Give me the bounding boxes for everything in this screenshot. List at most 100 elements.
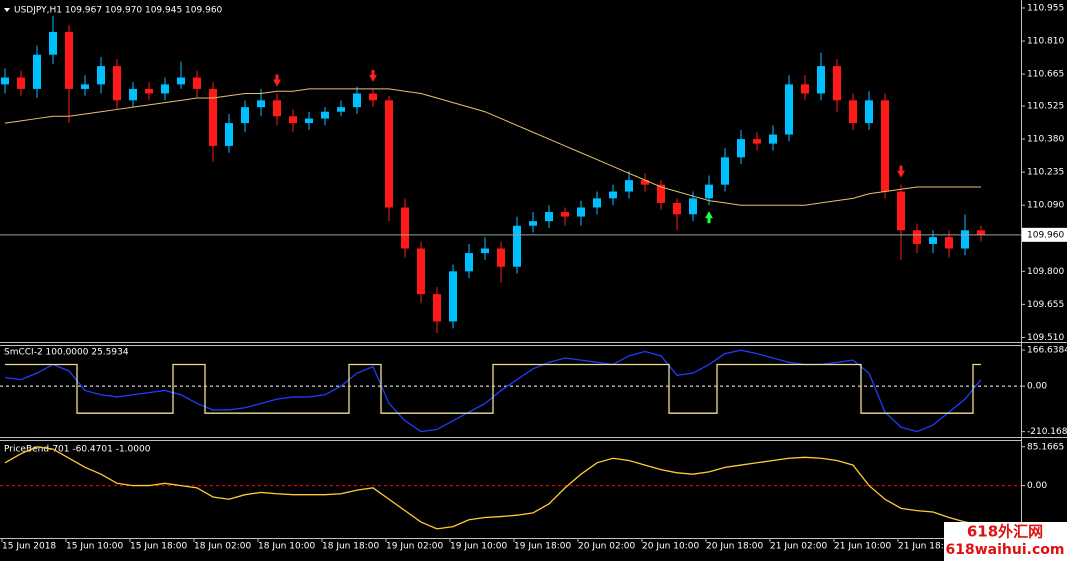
candle-body bbox=[481, 248, 489, 254]
watermark-name: 618外汇网 bbox=[967, 523, 1043, 541]
last-price-label: 109.960 bbox=[1027, 230, 1064, 240]
candle-body bbox=[81, 84, 89, 89]
candle-body bbox=[257, 100, 265, 108]
candle-body bbox=[465, 253, 473, 272]
candle-body bbox=[881, 100, 889, 192]
candle-body bbox=[577, 207, 585, 217]
candle-body bbox=[353, 93, 361, 108]
candle-body bbox=[513, 225, 521, 267]
x-tick-label: 21 Jun 18:00 bbox=[898, 542, 955, 552]
indicator-line bbox=[5, 363, 981, 414]
candle-body bbox=[1, 77, 9, 85]
x-tick-label: 18 Jun 02:00 bbox=[194, 542, 251, 552]
candle-body bbox=[705, 184, 713, 199]
candle-body bbox=[97, 66, 105, 85]
candle-body bbox=[145, 88, 153, 94]
candle-body bbox=[385, 100, 393, 208]
candle-body bbox=[497, 248, 505, 267]
candle-body bbox=[241, 107, 249, 124]
candle-body bbox=[785, 84, 793, 135]
candle-body bbox=[641, 180, 649, 185]
y-tick-label: 109.800 bbox=[1027, 267, 1064, 277]
signal-arrow bbox=[273, 74, 281, 87]
y-tick-label: 0.00 bbox=[1027, 481, 1047, 491]
candle-body bbox=[433, 294, 441, 322]
candle-body bbox=[161, 84, 169, 94]
signal-arrow bbox=[897, 165, 905, 178]
candle-body bbox=[929, 237, 937, 244]
candle-body bbox=[289, 116, 297, 124]
moving-average bbox=[4, 88, 981, 206]
candle-body bbox=[401, 207, 409, 249]
candle-body bbox=[945, 237, 953, 249]
y-tick-label: 85.1665 bbox=[1027, 442, 1064, 452]
watermark-url: 618waihui.com bbox=[946, 542, 1065, 558]
candle-body bbox=[17, 77, 25, 89]
candle-body bbox=[305, 118, 313, 124]
x-tick-label: 18 Jun 10:00 bbox=[258, 542, 315, 552]
candle-body bbox=[673, 202, 681, 215]
candle-body bbox=[801, 84, 809, 94]
candle-body bbox=[273, 100, 281, 117]
candle-body bbox=[193, 77, 201, 89]
y-tick-label: 166.6384 bbox=[1027, 346, 1067, 356]
x-tick-label: 15 Jun 10:00 bbox=[66, 542, 123, 552]
x-tick-label: 19 Jun 18:00 bbox=[514, 542, 571, 552]
x-tick-label: 19 Jun 10:00 bbox=[450, 542, 507, 552]
candle-body bbox=[593, 198, 601, 208]
candle-body bbox=[449, 271, 457, 322]
indicator-line bbox=[4, 446, 982, 530]
x-tick-label: 20 Jun 02:00 bbox=[578, 542, 635, 552]
y-tick-label: 0.00 bbox=[1027, 382, 1047, 392]
candle-body bbox=[33, 54, 41, 89]
x-tick-label: 21 Jun 02:00 bbox=[770, 542, 827, 552]
y-tick-label: 110.955 bbox=[1027, 3, 1064, 13]
x-tick-label: 18 Jun 18:00 bbox=[322, 542, 379, 552]
y-tick-label: 110.235 bbox=[1027, 168, 1064, 178]
candle-body bbox=[609, 191, 617, 199]
candle-body bbox=[369, 93, 377, 101]
x-tick-label: 21 Jun 10:00 bbox=[834, 542, 891, 552]
candle-body bbox=[833, 66, 841, 101]
candle-body bbox=[321, 111, 329, 119]
x-tick-label: 19 Jun 02:00 bbox=[386, 542, 443, 552]
menu-triangle bbox=[4, 8, 10, 12]
x-tick-label: 20 Jun 18:00 bbox=[706, 542, 763, 552]
y-tick-label: -210.1683 bbox=[1027, 427, 1067, 437]
y-tick-label: 110.665 bbox=[1027, 70, 1064, 80]
x-tick-label: 20 Jun 10:00 bbox=[642, 542, 699, 552]
candle-body bbox=[545, 212, 553, 222]
x-tick-label: 15 Jun 18:00 bbox=[130, 542, 187, 552]
candle-body bbox=[721, 157, 729, 185]
signal-arrow bbox=[705, 211, 713, 224]
candle-body bbox=[897, 191, 905, 231]
candle-body bbox=[657, 184, 665, 203]
indicator-title: PriceBend-701 -60.4701 -1.0000 bbox=[4, 445, 151, 455]
candle-body bbox=[337, 107, 345, 112]
candle-body bbox=[977, 230, 985, 235]
watermark: 618外汇网 618waihui.com bbox=[944, 522, 1067, 561]
candle-body bbox=[225, 123, 233, 146]
candle-body bbox=[865, 100, 873, 124]
last-price-box bbox=[1022, 227, 1067, 242]
candle-body bbox=[561, 212, 569, 217]
candle-body bbox=[849, 100, 857, 124]
candle-body bbox=[113, 66, 121, 101]
candle-body bbox=[913, 230, 921, 244]
candle-body bbox=[177, 77, 185, 85]
candle-body bbox=[209, 88, 217, 146]
x-tick-label: 15 Jun 2018 bbox=[2, 542, 56, 552]
candle-body bbox=[417, 248, 425, 295]
watermark-box bbox=[944, 522, 1067, 561]
chart-title: USDJPY,H1 109.967 109.970 109.945 109.96… bbox=[14, 6, 223, 16]
indicator-title: SmCCI-2 100.0000 25.5934 bbox=[4, 348, 129, 358]
y-tick-label: 110.090 bbox=[1027, 201, 1064, 211]
candle-body bbox=[753, 139, 761, 144]
candle-body bbox=[817, 66, 825, 94]
candle-body bbox=[625, 180, 633, 192]
candle-body bbox=[49, 31, 57, 55]
signal-arrow bbox=[369, 69, 377, 82]
